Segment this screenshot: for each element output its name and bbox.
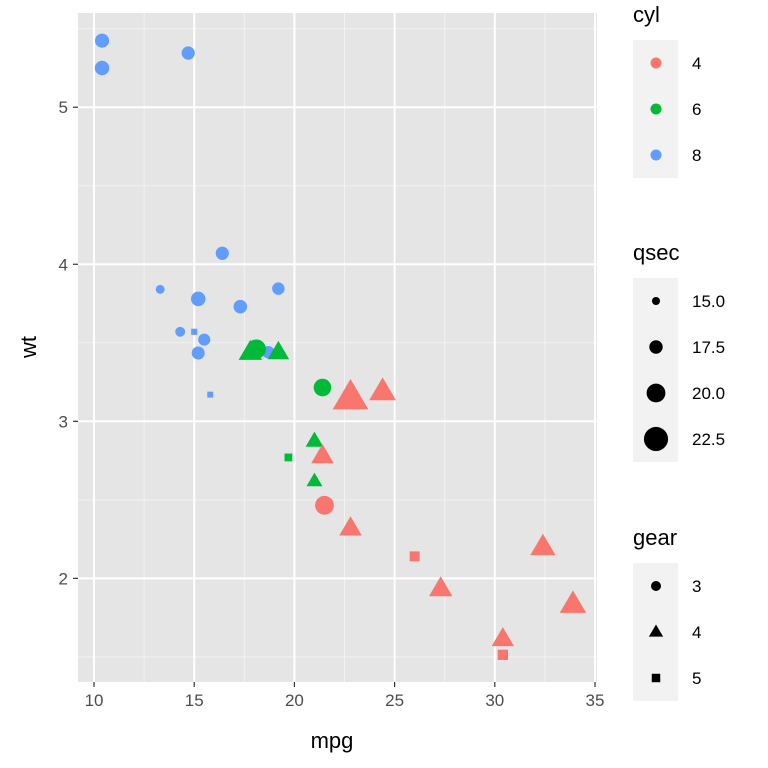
data-point — [497, 649, 508, 660]
legend-title-qsec: qsec — [633, 240, 679, 265]
legend-key-8 — [650, 149, 662, 161]
legend-key-15.0 — [651, 296, 661, 306]
data-point — [339, 516, 362, 536]
data-point — [191, 346, 205, 360]
panel-background — [78, 13, 597, 682]
legend-key-5 — [651, 673, 661, 683]
legends: cyl 4 6 8 qsec 15.0 17.5 20.0 22.5 gear 3 4 5 — [633, 2, 725, 701]
data-point — [530, 533, 556, 556]
data-point — [181, 46, 195, 60]
data-point — [190, 291, 206, 307]
legend-key-20.0 — [646, 383, 666, 403]
data-point — [233, 299, 248, 314]
data-point — [311, 444, 334, 464]
data-point — [428, 576, 453, 597]
legend-key-22.5 — [643, 426, 669, 452]
legend-label-4: 4 — [692, 54, 701, 73]
legend-title-cyl: cyl — [633, 2, 660, 27]
legend-label-4: 4 — [692, 623, 701, 642]
legend-key-17.5 — [649, 340, 663, 354]
data-point — [198, 333, 211, 346]
y-tick-label: 4 — [59, 255, 68, 274]
legend-label-3: 3 — [692, 577, 701, 596]
x-tick-label: 30 — [485, 691, 504, 710]
data-point — [191, 328, 198, 335]
data-point — [94, 33, 110, 48]
x-tick-label: 20 — [285, 691, 304, 710]
data-point — [94, 60, 110, 76]
data-point — [155, 284, 165, 294]
legend-label-6: 6 — [692, 100, 701, 119]
data-point — [332, 379, 369, 410]
legend-title-gear: gear — [633, 525, 677, 550]
data-point — [305, 431, 324, 447]
data-point — [409, 551, 420, 562]
y-tick-label: 5 — [59, 98, 68, 117]
data-point — [267, 340, 290, 360]
legend-key-3 — [651, 581, 661, 591]
data-point — [315, 495, 334, 515]
data-point — [238, 339, 263, 360]
y-axis-title: wt — [16, 336, 41, 359]
x-tick-label: 15 — [185, 691, 204, 710]
data-point — [284, 453, 293, 462]
data-point — [313, 378, 332, 397]
y-tick-label: 2 — [59, 569, 68, 588]
y-tick-label: 3 — [59, 412, 68, 431]
legend-label-17.5: 17.5 — [692, 338, 725, 357]
legend-label-15.0: 15.0 — [692, 292, 725, 311]
data-point — [215, 246, 229, 260]
legend-key-4 — [648, 624, 664, 637]
data-point — [369, 377, 396, 401]
data-point — [306, 472, 323, 487]
legend-key-4 — [650, 57, 662, 69]
x-tick-label: 10 — [85, 691, 104, 710]
legend-label-8: 8 — [692, 146, 701, 165]
legend-key-6 — [650, 103, 662, 115]
x-tick-label: 25 — [385, 691, 404, 710]
axes: 10 15 20 25 30 35 2 3 4 5 — [59, 98, 605, 710]
data-point — [175, 326, 186, 337]
legend-label-20.0: 20.0 — [692, 384, 725, 403]
data-points — [94, 33, 587, 660]
legend-label-5: 5 — [692, 669, 701, 688]
data-point — [559, 590, 587, 613]
data-point — [491, 627, 514, 647]
data-point — [272, 282, 285, 295]
data-point — [207, 391, 214, 398]
legend-label-22.5: 22.5 — [692, 430, 725, 449]
x-axis-title: mpg — [311, 728, 354, 753]
grid-lines — [78, 13, 597, 682]
x-tick-label: 35 — [586, 691, 605, 710]
